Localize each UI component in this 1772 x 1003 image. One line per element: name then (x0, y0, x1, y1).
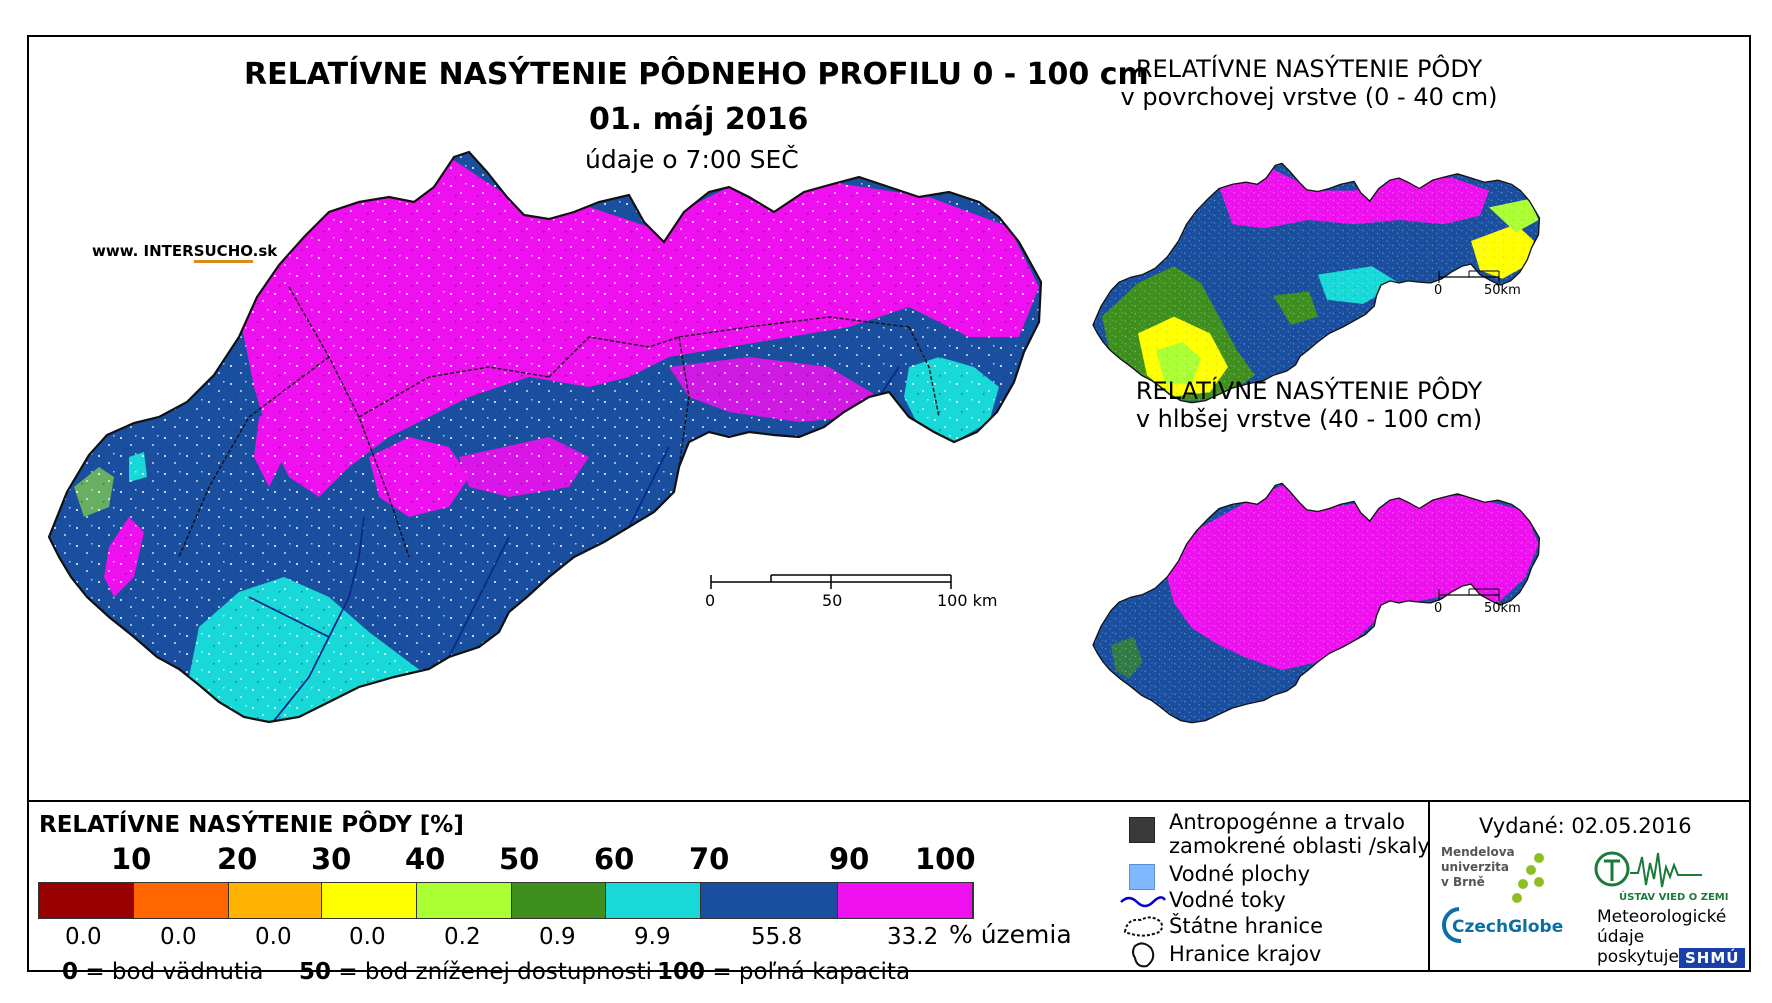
legend-pct-6: 9.9 (634, 924, 671, 950)
legend-pct-5: 0.9 (539, 924, 576, 950)
legend-pct-0: 0.0 (65, 924, 102, 950)
inset-map-deep (1092, 482, 1541, 724)
region-border-icon (1132, 942, 1155, 968)
symbol-anthropogenic-line2: zamokrené oblasti /skaly (1169, 834, 1430, 858)
definition-50-value: 50 (299, 959, 332, 985)
legend-color-bar (38, 882, 974, 919)
inset2-scale-bar (1438, 588, 1500, 601)
scale-label-50: 50 (822, 591, 843, 610)
river-icon (1120, 896, 1167, 908)
definition-0-value: 0 (62, 959, 79, 985)
legend-swatch-50-60 (511, 883, 606, 918)
website-prefix: www. INTER (92, 242, 194, 260)
czechglobe-logo: CzechGlobe (1452, 917, 1564, 937)
legend-swatch-10-20 (133, 883, 229, 918)
legend-tick-10: 10 (111, 842, 152, 876)
website-brand: SUCHO (193, 242, 253, 263)
state-border-icon (1123, 916, 1163, 937)
definition-50: 50 = bod zníženej dostupnosti (299, 959, 652, 985)
definition-0-text: = bod vädnutia (85, 959, 264, 985)
issued-date: Vydané: 02.05.2016 (1479, 814, 1692, 838)
inset1-title-line2: v povrchovej vrstve (0 - 40 cm) (1120, 83, 1498, 111)
legend-pct-8: 33.2 (887, 924, 939, 950)
ustav-vied-text: ÚSTAV VIED O ZEMI (1619, 892, 1729, 903)
mendel-line2: univerzita (1441, 860, 1510, 874)
legend-tick-70: 70 (689, 842, 730, 876)
definition-100: 100 = poľná kapacita (657, 959, 910, 985)
legend-pct-2: 0.0 (255, 924, 292, 950)
mendel-dots-icon (1512, 853, 1544, 903)
scale-label-100: 100 km (937, 591, 998, 610)
inset2-scale-0: 0 (1434, 601, 1443, 616)
inset2-title-line1: RELATÍVNE NASÝTENIE PÔDY (1135, 377, 1483, 405)
map-area: RELATÍVNE NASÝTENIE PÔDNEHO PROFILU 0 - … (29, 37, 1749, 800)
definition-100-text: = poľná kapacita (712, 959, 911, 985)
symbol-water-bodies: Vodné plochy (1169, 862, 1311, 886)
main-map (47, 150, 1043, 724)
definition-100-value: 100 (657, 959, 706, 985)
meteo-line1: Meteorologické (1597, 907, 1727, 927)
legend-swatch-40-50 (417, 883, 512, 918)
legend-title: RELATÍVNE NASÝTENIE PÔDY [%] (39, 812, 464, 838)
main-scale-bar (710, 574, 952, 589)
legend-pct-suffix: % územia (949, 920, 1072, 949)
legend-tick-50: 50 (499, 842, 540, 876)
legend-swatch-60-70 (605, 883, 701, 918)
inset2-scale-50: 50km (1484, 601, 1521, 616)
inset1-title-line1: RELATÍVNE NASÝTENIE PÔDY (1135, 55, 1483, 83)
legend-pct-1: 0.0 (160, 924, 197, 950)
legend-swatch-0-10 (39, 883, 134, 918)
map-frame: RELATÍVNE NASÝTENIE PÔDNEHO PROFILU 0 - … (27, 35, 1751, 985)
legend-swatch-70-90 (700, 883, 839, 918)
czechglobe-arc-icon (1442, 907, 1462, 944)
ustav-vied-logo-icon (1594, 851, 1702, 888)
legend-swatch-30-40 (322, 883, 418, 918)
mendel-line1: Mendelova (1441, 845, 1515, 859)
inset1-scale-bar (1438, 270, 1500, 283)
symbol-state-borders: Štátne hranice (1169, 914, 1323, 938)
symbol-rivers: Vodné toky (1169, 888, 1286, 912)
legend-pct-7: 55.8 (751, 924, 803, 950)
inset1-scale-50: 50km (1484, 283, 1521, 298)
symbol-anthropogenic-line1: Antropogénne a trvalo (1169, 810, 1405, 834)
legend-tick-20: 20 (217, 842, 258, 876)
website-suffix: .sk (252, 242, 278, 260)
legend-swatch-20-30 (228, 883, 323, 918)
legend-tick-40: 40 (405, 842, 446, 876)
water-body-icon (1129, 864, 1155, 890)
legend-tick-100: 100 (915, 842, 976, 876)
legend-panel: RELATÍVNE NASÝTENIE PÔDY [%] 10 20 30 40… (29, 800, 1749, 985)
map-date: 01. máj 2016 (589, 102, 809, 137)
definition-0: 0 = bod vädnutia (62, 959, 263, 985)
legend-swatch-90-100 (838, 883, 973, 918)
maps-svg (47, 150, 1541, 724)
meteo-line2: údaje (1597, 927, 1645, 947)
legend-pct-3: 0.0 (349, 924, 386, 950)
shmu-logo: SHMÚ (1679, 948, 1746, 968)
map-time: údaje o 7:00 SEČ (585, 145, 799, 174)
intersucho-logo: www. INTERSUCHO.sk (92, 242, 278, 263)
meteo-line3: poskytuje: (1597, 947, 1685, 967)
scale-label-0: 0 (705, 591, 716, 610)
legend-pct-4: 0.2 (444, 924, 481, 950)
definition-50-text: = bod zníženej dostupnosti (338, 959, 653, 985)
symbol-region-borders: Hranice krajov (1169, 942, 1322, 966)
grey-square-icon (1129, 817, 1155, 843)
mendel-line3: v Brně (1441, 875, 1485, 889)
inset1-scale-0: 0 (1434, 283, 1443, 298)
legend-tick-90: 90 (829, 842, 870, 876)
legend-tick-60: 60 (594, 842, 635, 876)
legend-separator (1428, 802, 1430, 970)
legend-tick-30: 30 (311, 842, 352, 876)
inset2-title-line2: v hlbšej vrstve (40 - 100 cm) (1135, 405, 1483, 433)
